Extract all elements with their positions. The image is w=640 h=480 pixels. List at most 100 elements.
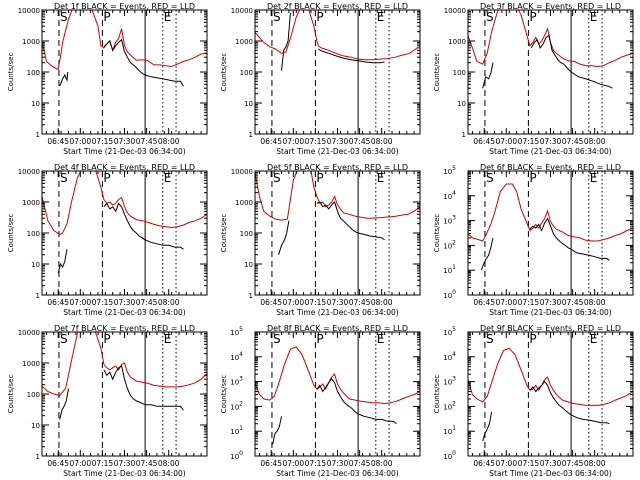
x-tick-label: 07:30 bbox=[114, 298, 136, 307]
x-tick-label: 08:00 bbox=[371, 298, 393, 307]
lld-series-line bbox=[42, 171, 207, 235]
marker-label: E bbox=[590, 10, 598, 24]
y-tick-label: 10 bbox=[31, 100, 40, 108]
panel-title: Det 9f BLACK = Events, RED = LLD bbox=[480, 324, 621, 333]
chart-panel: S P E 100 101 102 103 104 105 06:45 07:00 07:15 07:3… bbox=[220, 324, 421, 478]
marker-label: E bbox=[377, 10, 385, 24]
y-tick-label: 1000 bbox=[448, 38, 466, 46]
x-axis-label: Start Time (21-Dec-03 06:34:00) bbox=[63, 308, 185, 317]
marker-label: S bbox=[273, 332, 281, 346]
chart-panel: S P E 1 10 100 1000 10000 06:45 07:00 07:15 07:30 07… bbox=[7, 163, 208, 317]
y-tick-label: 102 bbox=[230, 400, 243, 411]
panel-title: Det 7f BLACK = Events, RED = LLD bbox=[54, 324, 195, 333]
y-axis-label: Counts/sec bbox=[433, 214, 441, 253]
events-series-line bbox=[103, 202, 184, 250]
y-tick-label: 1000 bbox=[22, 199, 40, 207]
y-tick-label: 100 bbox=[27, 69, 40, 77]
x-tick-label: 07:00 bbox=[282, 298, 304, 307]
x-tick-label: 08:00 bbox=[584, 137, 606, 146]
events-series-line bbox=[529, 380, 610, 425]
marker-label: E bbox=[590, 171, 598, 185]
y-axis-label: Counts/sec bbox=[220, 375, 228, 414]
x-tick-label: 07:15 bbox=[92, 459, 114, 468]
x-tick-label: 07:30 bbox=[540, 298, 562, 307]
marker-label: E bbox=[164, 171, 172, 185]
x-tick-label: 07:00 bbox=[69, 137, 91, 146]
x-tick-label: 08:00 bbox=[584, 298, 606, 307]
lld-series-line bbox=[468, 347, 633, 406]
plot-frame bbox=[254, 9, 421, 135]
panel-title: Det 6f BLACK = Events, RED = LLD bbox=[480, 163, 621, 172]
x-tick-label: 06:45 bbox=[473, 298, 495, 307]
marker-label: E bbox=[590, 332, 598, 346]
y-tick-label: 104 bbox=[230, 351, 243, 362]
y-tick-label: 10 bbox=[244, 100, 253, 108]
x-tick-label: 08:00 bbox=[371, 137, 393, 146]
chart-panel: S P E 1 10 100 1000 10000 06:45 07:00 07:15 07:30 07… bbox=[220, 2, 421, 156]
marker-label: S bbox=[60, 10, 68, 24]
y-tick-label: 10000 bbox=[231, 168, 253, 176]
x-tick-label: 07:45 bbox=[136, 137, 158, 146]
events-series-line bbox=[529, 217, 610, 261]
x-tick-label: 07:15 bbox=[518, 137, 540, 146]
lld-series-line bbox=[42, 10, 207, 71]
x-tick-label: 07:30 bbox=[327, 137, 349, 146]
x-tick-label: 07:45 bbox=[349, 459, 371, 468]
x-tick-label: 07:15 bbox=[92, 298, 114, 307]
x-tick-label: 07:45 bbox=[562, 137, 584, 146]
y-tick-label: 10 bbox=[31, 261, 40, 269]
events-series-line bbox=[318, 48, 385, 64]
y-axis-label: Counts/sec bbox=[220, 214, 228, 253]
y-tick-label: 100 bbox=[240, 69, 253, 77]
y-tick-label: 100 bbox=[240, 230, 253, 238]
y-tick-label: 10000 bbox=[18, 329, 40, 337]
x-tick-label: 07:30 bbox=[114, 137, 136, 146]
y-tick-label: 1000 bbox=[22, 360, 40, 368]
panel-title: Det 5f BLACK = Events, RED = LLD bbox=[267, 163, 408, 172]
x-tick-label: 08:00 bbox=[158, 137, 180, 146]
y-tick-label: 105 bbox=[443, 326, 456, 337]
events-series-line bbox=[57, 249, 68, 274]
events-series-line bbox=[103, 365, 184, 411]
marker-label: P bbox=[316, 171, 323, 185]
plot-frame bbox=[41, 331, 208, 457]
marker-label: S bbox=[486, 171, 494, 185]
y-tick-label: 1 bbox=[462, 131, 466, 139]
panel-title: Det 3f BLACK = Events, RED = LLD bbox=[480, 2, 621, 11]
x-axis-label: Start Time (21-Dec-03 06:34:00) bbox=[276, 308, 398, 317]
chart-panel: S P E 1 10 100 1000 10000 06:45 07:00 07:15 07:30 07… bbox=[7, 2, 208, 156]
marker-label: P bbox=[529, 332, 536, 346]
x-tick-label: 07:15 bbox=[305, 459, 327, 468]
x-tick-label: 07:00 bbox=[495, 298, 517, 307]
x-tick-label: 08:00 bbox=[584, 459, 606, 468]
y-tick-label: 10000 bbox=[18, 7, 40, 15]
x-tick-label: 07:00 bbox=[282, 459, 304, 468]
y-tick-label: 1 bbox=[249, 292, 253, 300]
marker-label: P bbox=[316, 10, 323, 24]
events-series-line bbox=[59, 388, 69, 420]
events-series-line bbox=[278, 220, 290, 255]
lld-series-line bbox=[255, 346, 420, 405]
y-axis-label: Counts/sec bbox=[220, 53, 228, 92]
y-tick-label: 102 bbox=[443, 239, 456, 250]
chart-panel: S P E 100 101 102 103 104 105 06:45 07:00 07:15 07:3… bbox=[433, 163, 634, 317]
y-tick-label: 100 bbox=[443, 450, 456, 461]
y-tick-label: 101 bbox=[443, 425, 456, 436]
y-tick-label: 102 bbox=[443, 400, 456, 411]
y-tick-label: 104 bbox=[443, 351, 456, 362]
y-tick-label: 100 bbox=[230, 450, 243, 461]
panel-title: Det 4f BLACK = Events, RED = LLD bbox=[54, 163, 195, 172]
marker-label: P bbox=[103, 332, 110, 346]
y-tick-label: 1000 bbox=[235, 38, 253, 46]
x-tick-label: 07:00 bbox=[495, 459, 517, 468]
y-axis-label: Counts/sec bbox=[433, 53, 441, 92]
y-tick-label: 1 bbox=[36, 453, 40, 461]
y-tick-label: 105 bbox=[230, 326, 243, 337]
x-tick-label: 06:45 bbox=[47, 137, 69, 146]
x-tick-label: 07:45 bbox=[349, 298, 371, 307]
x-tick-label: 07:30 bbox=[540, 459, 562, 468]
marker-label: S bbox=[486, 10, 494, 24]
panel-title: Det 2f BLACK = Events, RED = LLD bbox=[267, 2, 408, 11]
chart-panel: S P E 1 10 100 1000 10000 06:45 07:00 07:15 07:30 07… bbox=[7, 324, 208, 478]
x-tick-label: 06:45 bbox=[260, 137, 282, 146]
